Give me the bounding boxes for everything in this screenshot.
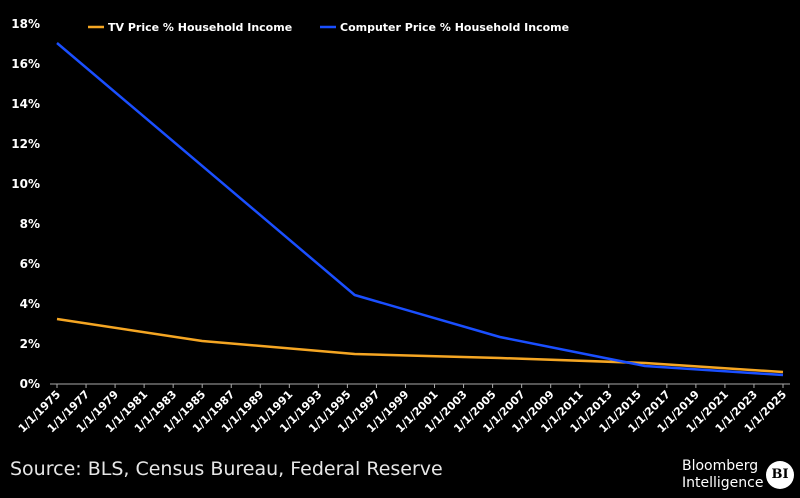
y-tick-label: 8% bbox=[20, 217, 40, 231]
y-tick-label: 14% bbox=[11, 97, 40, 111]
logo-line-2: Intelligence bbox=[682, 475, 764, 491]
legend-label: Computer Price % Household Income bbox=[340, 21, 569, 34]
line-chart: 0%2%4%6%8%10%12%14%16%18%1/1/19751/1/197… bbox=[11, 17, 790, 435]
y-tick-label: 0% bbox=[20, 377, 40, 391]
series-line-computer bbox=[56, 42, 784, 377]
bi-badge-icon: BI bbox=[766, 461, 794, 489]
y-tick-label: 18% bbox=[11, 17, 40, 31]
series-line-tv bbox=[56, 317, 784, 374]
y-tick-label: 2% bbox=[20, 337, 40, 351]
y-tick-label: 6% bbox=[20, 257, 40, 271]
y-tick-label: 4% bbox=[20, 297, 40, 311]
y-tick-label: 12% bbox=[11, 137, 40, 151]
source-note: Source: BLS, Census Bureau, Federal Rese… bbox=[10, 458, 443, 480]
logo-line-1: Bloomberg bbox=[682, 458, 759, 474]
y-tick-label: 16% bbox=[11, 57, 40, 71]
y-tick-label: 10% bbox=[11, 177, 40, 191]
legend-label: TV Price % Household Income bbox=[108, 21, 292, 34]
bloomberg-intelligence-logo: Bloomberg Intelligence bbox=[682, 458, 763, 492]
